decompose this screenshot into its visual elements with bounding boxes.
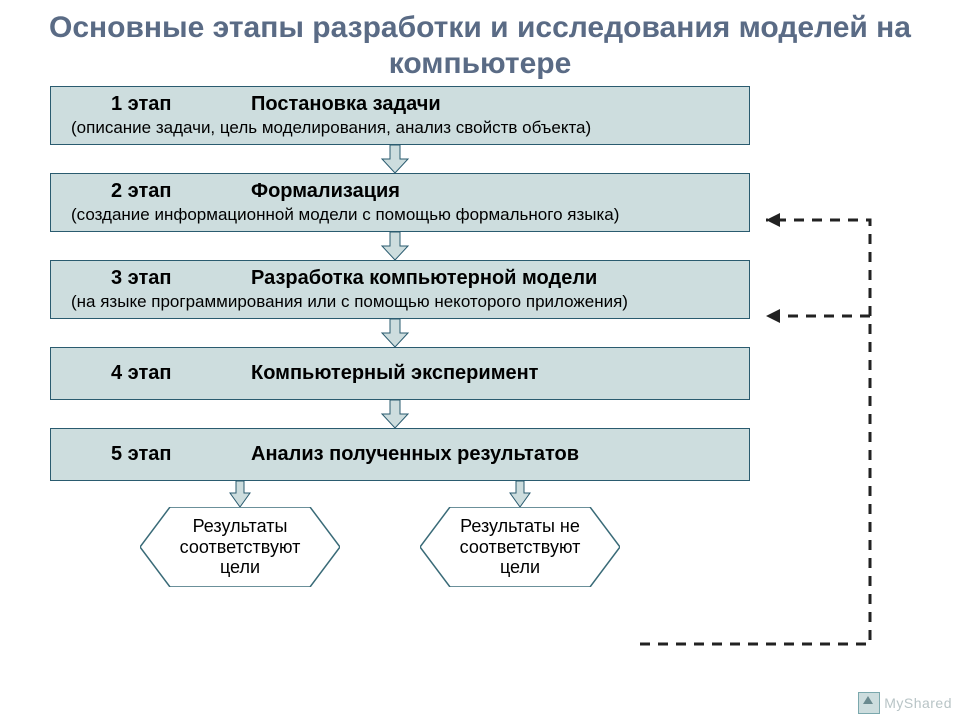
hex-match-label: Результаты соответствуют цели [140, 516, 340, 578]
arrow-to-match-icon [228, 481, 252, 507]
stage-5-num: 5 этап [71, 443, 251, 466]
page-title: Основные этапы разработки и исследования… [0, 0, 960, 86]
watermark: MyShared [858, 692, 952, 714]
stage-4-label: Компьютерный эксперимент [251, 362, 739, 385]
outcomes-row: Результаты соответствуют цели Результаты… [140, 481, 810, 587]
stage-3-desc: (на языке программирования или с помощью… [71, 292, 739, 312]
stage-1-desc: (описание задачи, цель моделирования, ан… [71, 118, 739, 138]
stage-1-num: 1 этап [71, 93, 251, 116]
stage-1: 1 этап Постановка задачи (описание задач… [50, 86, 750, 145]
flowchart: 1 этап Постановка задачи (описание задач… [50, 86, 810, 587]
stage-2-label: Формализация [251, 180, 739, 203]
stage-5-label: Анализ полученных результатов [251, 443, 739, 466]
arrow-1-2-icon [380, 145, 410, 173]
stage-4: 4 этап Компьютерный эксперимент [50, 347, 750, 400]
stage-5: 5 этап Анализ полученных результатов [50, 428, 750, 481]
stage-4-num: 4 этап [71, 362, 251, 385]
watermark-icon [858, 692, 880, 714]
stage-3-num: 3 этап [71, 267, 251, 290]
arrow-2-3-icon [380, 232, 410, 260]
stage-1-label: Постановка задачи [251, 93, 739, 116]
arrow-3-4-icon [380, 319, 410, 347]
hex-no-match-label: Результаты не соответствуют цели [420, 516, 620, 578]
stage-3-label: Разработка компьютерной модели [251, 267, 739, 290]
stage-2-desc: (создание информационной модели с помощь… [71, 205, 739, 225]
stage-3: 3 этап Разработка компьютерной модели (н… [50, 260, 750, 319]
watermark-text: MyShared [884, 695, 952, 711]
arrow-4-5-icon [380, 400, 410, 428]
stage-2: 2 этап Формализация (создание информацио… [50, 173, 750, 232]
hex-match: Результаты соответствуют цели [140, 507, 340, 587]
hex-no-match: Результаты не соответствуют цели [420, 507, 620, 587]
arrow-to-nomatch-icon [508, 481, 532, 507]
stage-2-num: 2 этап [71, 180, 251, 203]
